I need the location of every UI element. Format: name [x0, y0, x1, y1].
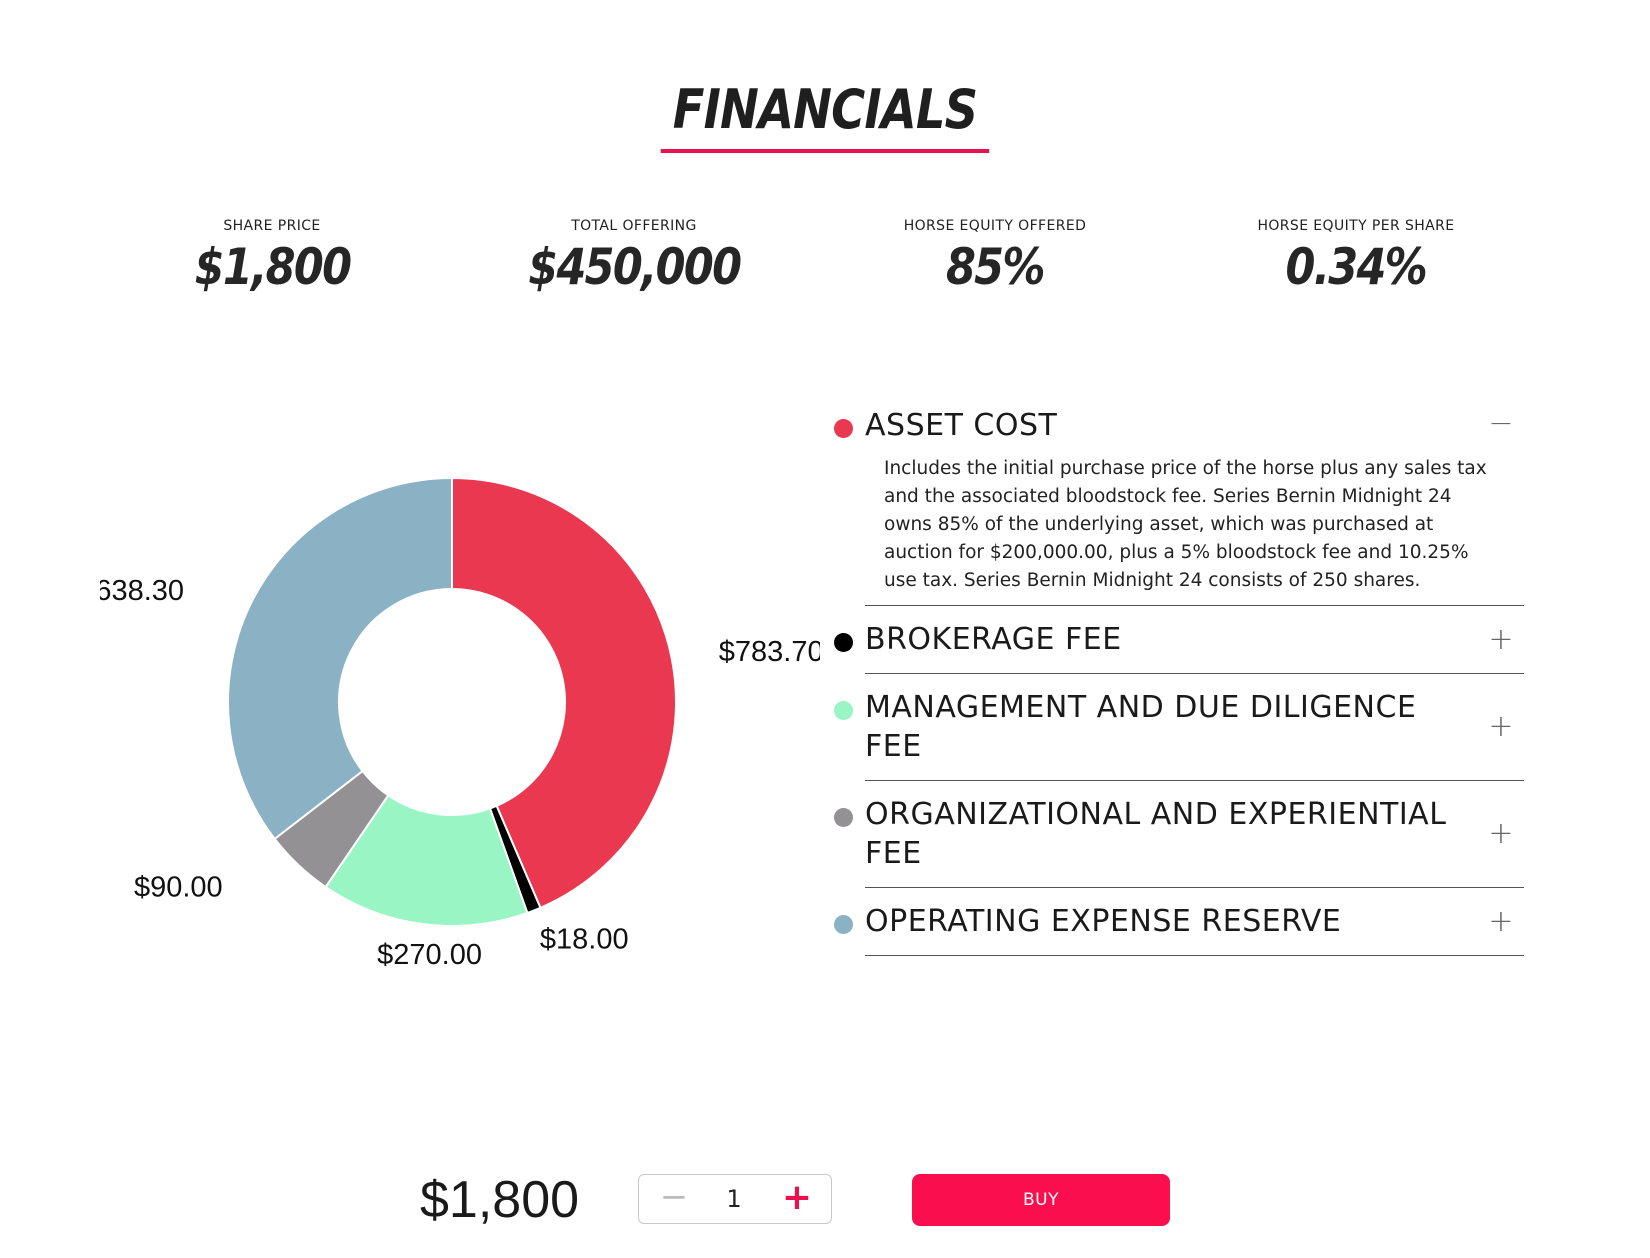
stat-label: HORSE EQUITY PER SHARE — [1257, 218, 1455, 234]
expand-icon[interactable]: + — [1488, 709, 1514, 744]
accordion-title: ORGANIZATIONAL AND EXPERIENTIAL FEE — [865, 797, 1447, 871]
accordion-header[interactable]: ORGANIZATIONAL AND EXPERIENTIAL FEE + — [834, 781, 1524, 887]
accordion-item: BROKERAGE FEE + — [834, 606, 1524, 674]
donut-slice — [451, 476, 677, 910]
stat-label: TOTAL OFFERING — [571, 218, 697, 234]
legend-dot-icon — [834, 633, 853, 652]
accordion-item: OPERATING EXPENSE RESERVE + — [834, 888, 1524, 956]
legend-dot-icon — [834, 808, 853, 827]
stat-value: 0.34% — [1285, 238, 1428, 296]
slice-value-label: $90.00 — [134, 872, 223, 904]
legend-dot-icon — [834, 419, 853, 438]
quantity-input[interactable] — [709, 1175, 759, 1223]
total-price: $1,800 — [420, 1171, 580, 1229]
stat-label: SHARE PRICE — [223, 218, 321, 234]
donut-slice — [227, 476, 453, 841]
decrement-button[interactable]: − — [659, 1177, 689, 1217]
stat-horse-equity-offered: HORSE EQUITY OFFERED 85% — [835, 218, 1155, 296]
accordion-body: Includes the initial purchase price of t… — [884, 458, 1487, 591]
accordion-header[interactable]: ASSET COST − — [834, 392, 1524, 455]
stat-total-offering: TOTAL OFFERING $450,000 — [474, 218, 794, 296]
accordion-title: OPERATING EXPENSE RESERVE — [865, 904, 1342, 939]
accordion-header[interactable]: OPERATING EXPENSE RESERVE + — [834, 888, 1524, 955]
section-header: FINANCIALS — [0, 78, 1650, 153]
accordion-title: ASSET COST — [865, 408, 1058, 443]
accordion-header[interactable]: BROKERAGE FEE + — [834, 606, 1524, 673]
stat-value: $1,800 — [194, 238, 351, 296]
legend-dot-icon — [834, 701, 853, 720]
stat-value: $450,000 — [527, 238, 742, 296]
accordion-item: MANAGEMENT AND DUE DILIGENCE FEE + — [834, 674, 1524, 781]
slice-value-label: $638.30 — [100, 575, 184, 607]
buy-button[interactable]: BUY — [912, 1174, 1170, 1226]
accordion-title: BROKERAGE FEE — [865, 622, 1122, 657]
slice-value-label: $270.00 — [377, 939, 482, 971]
slice-value-label: $783.70 — [719, 636, 820, 668]
accordion-item: ORGANIZATIONAL AND EXPERIENTIAL FEE + — [834, 781, 1524, 888]
fee-accordion: ASSET COST − Includes the initial purchase… — [834, 392, 1524, 956]
legend-dot-icon — [834, 915, 853, 934]
page-title: FINANCIALS — [660, 78, 990, 153]
quantity-stepper: − + — [638, 1174, 832, 1224]
accordion-item: ASSET COST − Includes the initial purchase… — [834, 392, 1524, 606]
expand-icon[interactable]: + — [1488, 903, 1514, 939]
expand-icon[interactable]: + — [1488, 621, 1514, 657]
increment-button[interactable]: + — [781, 1177, 813, 1218]
stat-share-price: SHARE PRICE $1,800 — [112, 218, 432, 296]
accordion-title: MANAGEMENT AND DUE DILIGENCE FEE — [865, 690, 1417, 764]
stat-label: HORSE EQUITY OFFERED — [903, 218, 1087, 234]
stat-horse-equity-per-share: HORSE EQUITY PER SHARE 0.34% — [1196, 218, 1516, 296]
slice-value-label: $18.00 — [540, 923, 629, 955]
expand-icon[interactable]: + — [1488, 816, 1514, 851]
stats-row: SHARE PRICE $1,800 TOTAL OFFERING $450,0… — [0, 218, 1650, 308]
purchase-bar: $1,800 − + BUY — [0, 1170, 1650, 1230]
collapse-icon[interactable]: − — [1488, 405, 1514, 441]
stat-value: 85% — [946, 238, 1045, 296]
accordion-header[interactable]: MANAGEMENT AND DUE DILIGENCE FEE + — [834, 674, 1524, 780]
donut-chart: $783.70 $18.00 $270.00 $90.00 $638.30 — [100, 476, 820, 971]
